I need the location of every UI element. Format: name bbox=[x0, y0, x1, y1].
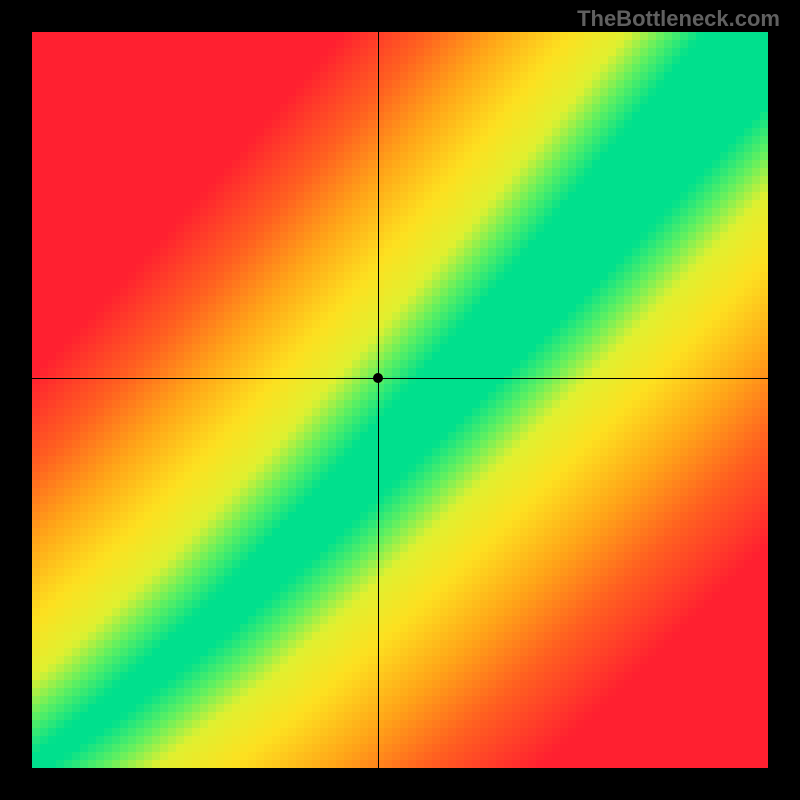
watermark-text: TheBottleneck.com bbox=[577, 6, 780, 32]
data-point-marker bbox=[373, 373, 383, 383]
chart-container: TheBottleneck.com bbox=[0, 0, 800, 800]
crosshair-vertical bbox=[378, 32, 379, 768]
crosshair-horizontal bbox=[32, 378, 768, 379]
heatmap-plot-area bbox=[32, 32, 768, 768]
heatmap-canvas bbox=[32, 32, 768, 768]
